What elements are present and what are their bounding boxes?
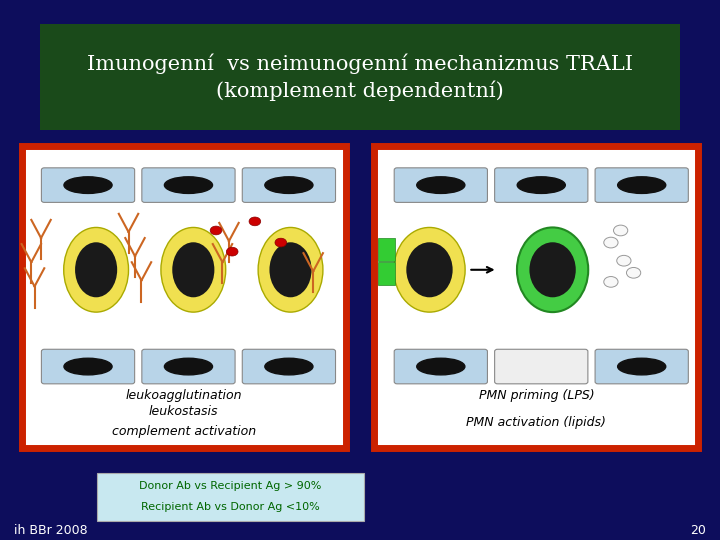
Text: PMN priming (LPS): PMN priming (LPS) (479, 389, 594, 402)
FancyBboxPatch shape (395, 349, 487, 384)
FancyBboxPatch shape (374, 146, 698, 448)
Ellipse shape (164, 358, 212, 375)
FancyBboxPatch shape (42, 349, 135, 384)
Ellipse shape (164, 177, 212, 193)
Ellipse shape (417, 358, 465, 375)
FancyBboxPatch shape (97, 472, 364, 521)
FancyBboxPatch shape (40, 24, 680, 130)
FancyBboxPatch shape (22, 146, 346, 448)
Circle shape (617, 255, 631, 266)
Ellipse shape (394, 227, 465, 312)
Circle shape (604, 237, 618, 248)
Ellipse shape (406, 242, 453, 298)
Text: leukostasis: leukostasis (149, 406, 218, 419)
Ellipse shape (75, 242, 117, 298)
FancyBboxPatch shape (42, 168, 135, 202)
Text: leukoagglutination: leukoagglutination (125, 389, 242, 402)
Text: Donor Ab vs Recipient Ag > 90%: Donor Ab vs Recipient Ag > 90% (139, 481, 322, 491)
Ellipse shape (517, 227, 588, 312)
Ellipse shape (417, 177, 465, 193)
Text: Imunogenní  vs neimunogenní mechanizmus TRALI
(komplement dependentní): Imunogenní vs neimunogenní mechanizmus T… (87, 53, 633, 101)
FancyBboxPatch shape (595, 168, 688, 202)
FancyBboxPatch shape (377, 262, 395, 285)
Ellipse shape (529, 242, 576, 298)
Ellipse shape (172, 242, 215, 298)
Circle shape (604, 276, 618, 287)
Ellipse shape (63, 227, 129, 312)
Ellipse shape (269, 242, 312, 298)
Circle shape (275, 238, 287, 247)
FancyBboxPatch shape (243, 168, 336, 202)
FancyBboxPatch shape (595, 349, 688, 384)
Ellipse shape (64, 358, 112, 375)
Circle shape (210, 226, 222, 235)
Circle shape (226, 247, 238, 256)
Ellipse shape (265, 177, 313, 193)
Text: Recipient Ab vs Donor Ag <10%: Recipient Ab vs Donor Ag <10% (141, 503, 320, 512)
Text: 20: 20 (690, 524, 706, 537)
FancyBboxPatch shape (142, 168, 235, 202)
Ellipse shape (258, 227, 323, 312)
Ellipse shape (64, 177, 112, 193)
Ellipse shape (517, 177, 565, 193)
FancyBboxPatch shape (377, 238, 395, 261)
Ellipse shape (161, 227, 226, 312)
Text: PMN activation (lipids): PMN activation (lipids) (467, 416, 606, 429)
Text: complement activation: complement activation (112, 425, 256, 438)
FancyBboxPatch shape (243, 349, 336, 384)
FancyBboxPatch shape (495, 168, 588, 202)
FancyBboxPatch shape (495, 349, 588, 384)
FancyBboxPatch shape (142, 349, 235, 384)
Ellipse shape (618, 177, 666, 193)
Text: ih BBr 2008: ih BBr 2008 (14, 524, 88, 537)
Ellipse shape (618, 358, 666, 375)
Circle shape (613, 225, 628, 236)
Circle shape (249, 217, 261, 226)
Circle shape (626, 267, 641, 278)
Ellipse shape (265, 358, 313, 375)
FancyBboxPatch shape (395, 168, 487, 202)
